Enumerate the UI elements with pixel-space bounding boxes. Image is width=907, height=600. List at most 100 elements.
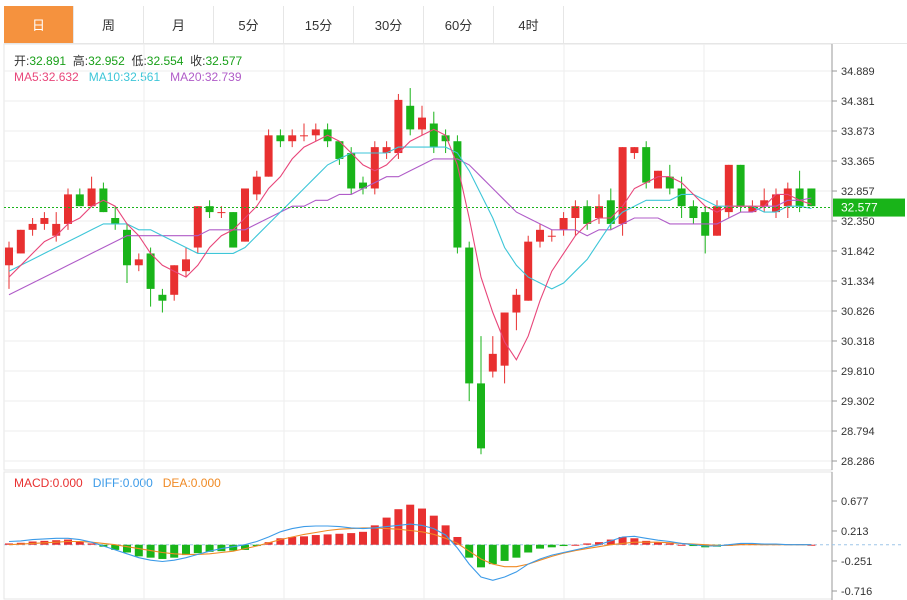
macd-bar — [347, 533, 356, 545]
candle-body — [264, 135, 273, 177]
diff-legend-label: DIFF: — [92, 476, 123, 490]
candle-body — [665, 176, 674, 189]
candle-body — [760, 200, 769, 207]
macd-bar — [300, 536, 308, 545]
macd-bar — [500, 544, 509, 561]
macd-bar — [571, 544, 580, 546]
candle-body — [276, 135, 285, 142]
candle-body — [559, 218, 568, 230]
ma5-legend-value: 32.632 — [42, 70, 79, 84]
candle-body — [16, 229, 25, 254]
price-tick-label: 28.286 — [841, 456, 875, 468]
macd-legend-value: 0.000 — [52, 476, 83, 490]
price-tick-label: 30.318 — [841, 336, 875, 348]
tab-5min[interactable]: 5分 — [214, 6, 284, 43]
macd-bar — [677, 544, 686, 546]
tab-15min[interactable]: 15分 — [284, 6, 354, 43]
candle-body — [618, 147, 627, 224]
candle-body — [736, 164, 745, 207]
candle-body — [75, 194, 84, 207]
candle-body — [288, 135, 297, 142]
macd-bar — [229, 544, 238, 551]
candle-body — [536, 229, 544, 242]
macd-bar — [276, 538, 285, 545]
candle-body — [689, 206, 698, 219]
candle-body — [488, 353, 497, 372]
macd-bar — [406, 504, 415, 545]
macd-bar — [524, 544, 533, 553]
macd-bar — [193, 544, 202, 554]
macd-bar — [323, 534, 332, 545]
candle-body — [807, 188, 816, 207]
candle-body — [406, 105, 415, 130]
low-value: 32.554 — [146, 54, 184, 68]
candle-body — [146, 253, 155, 289]
candle-body — [654, 170, 662, 189]
macd-bar — [170, 544, 179, 558]
price-tick-label: 29.302 — [841, 396, 875, 408]
macd-bar — [642, 540, 651, 545]
low-label: 低: — [131, 54, 147, 68]
macd-bar — [288, 536, 297, 545]
macd-bar — [488, 544, 497, 565]
candle-body — [630, 147, 639, 154]
macd-bar — [618, 536, 627, 545]
tab-4hour[interactable]: 4时 — [494, 6, 564, 43]
candle-body — [64, 194, 72, 224]
ma10-legend-label: MA10: — [88, 70, 124, 84]
period-tabs: 日 周 月 5分 15分 30分 60分 4时 — [4, 6, 907, 44]
candle-body — [252, 176, 261, 195]
macd-bar — [123, 544, 131, 553]
tab-week[interactable]: 周 — [74, 6, 144, 43]
ma20-legend-label: MA20: — [170, 70, 205, 84]
macd-bar — [654, 542, 662, 545]
candle-body — [606, 200, 615, 224]
macd-bar — [547, 544, 556, 548]
ma10-legend-value: 32.561 — [123, 70, 161, 84]
candle-body — [134, 259, 143, 266]
macd-legend: MACD:0.000 DIFF:0.000 DEA:0.000 — [14, 476, 221, 490]
ma20-line — [8, 158, 812, 296]
macd-bar — [606, 539, 615, 545]
macd-bar — [429, 515, 438, 545]
price-tick-label: 34.381 — [841, 96, 875, 108]
ma10-line — [8, 146, 812, 290]
ma20-legend-value: 32.739 — [204, 70, 242, 84]
tab-day[interactable]: 日 — [4, 6, 74, 43]
macd-bar — [75, 541, 84, 545]
macd-bar — [311, 535, 320, 545]
candle-body — [87, 188, 96, 207]
macd-bar — [689, 544, 698, 547]
macd-bar — [453, 536, 462, 545]
tab-60min[interactable]: 60分 — [424, 6, 494, 43]
candle-body — [5, 247, 13, 266]
macd-legend-label: MACD: — [14, 476, 53, 490]
close-value: 32.577 — [205, 54, 243, 68]
candle-body — [583, 206, 592, 224]
macd-bar — [241, 544, 249, 550]
tab-30min[interactable]: 30分 — [354, 6, 424, 43]
last-price-badge — [833, 198, 905, 217]
ma5-legend-label: MA5: — [14, 70, 43, 84]
candle-body — [677, 188, 686, 207]
price-tick-label: 32.350 — [841, 216, 875, 228]
candle-body — [182, 259, 190, 272]
candle-body — [772, 194, 780, 213]
macd-bar — [477, 544, 485, 568]
candle-body — [217, 212, 226, 214]
candle-body — [477, 383, 485, 449]
macd-bar — [583, 543, 592, 545]
macd-bar — [252, 544, 261, 547]
candle-body — [500, 312, 509, 366]
candle-body — [465, 247, 474, 384]
price-tick-label: 31.842 — [841, 246, 875, 258]
macd-bar — [64, 539, 72, 545]
tab-month[interactable]: 月 — [144, 6, 214, 43]
dea-legend-value: 0.000 — [190, 476, 221, 490]
candle-body — [394, 99, 403, 154]
candle-body — [429, 123, 438, 148]
macd-tick-label: 0.677 — [841, 496, 869, 508]
candle-body — [441, 135, 450, 142]
price-tick-label: 30.826 — [841, 306, 875, 318]
candle-body — [713, 206, 721, 236]
